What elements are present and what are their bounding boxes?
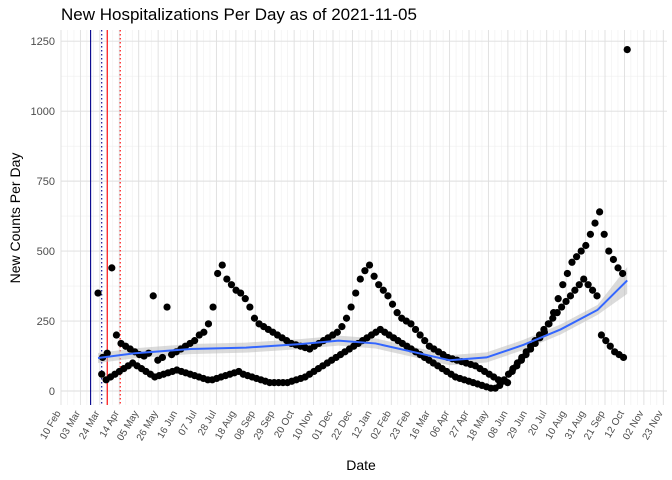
- data-point: [333, 328, 341, 336]
- x-axis-label: Date: [346, 457, 376, 473]
- data-point: [103, 349, 111, 357]
- data-point: [342, 314, 351, 322]
- data-point: [602, 337, 610, 345]
- data-point: [223, 275, 231, 283]
- data-point: [416, 331, 424, 339]
- data-point: [544, 320, 552, 328]
- data-point: [593, 292, 601, 300]
- data-point: [591, 219, 599, 227]
- data-point: [619, 353, 628, 362]
- data-point: [365, 261, 374, 269]
- data-point: [108, 264, 116, 272]
- data-point: [209, 303, 217, 311]
- x-tick-label: 07 Jul: [177, 409, 200, 438]
- data-point: [370, 272, 378, 280]
- data-point: [554, 295, 562, 303]
- data-point: [513, 359, 521, 367]
- data-point: [384, 292, 392, 300]
- data-point: [98, 370, 106, 378]
- data-point: [582, 241, 590, 250]
- data-point: [356, 275, 364, 283]
- data-point: [553, 309, 561, 317]
- y-tick-label: 1250: [31, 36, 55, 48]
- trend-line: [97, 279, 628, 362]
- smooth-line: [97, 279, 628, 362]
- y-tick-label: 1000: [31, 106, 55, 118]
- data-point: [246, 303, 254, 311]
- data-point: [200, 328, 208, 336]
- data-point: [588, 286, 597, 294]
- data-point: [375, 281, 383, 289]
- y-tick-label: 750: [37, 176, 55, 188]
- data-point: [577, 247, 585, 255]
- data-point: [586, 230, 595, 238]
- x-tick-label: 24 Mar: [77, 408, 102, 441]
- data-point: [596, 208, 604, 216]
- data-point: [393, 309, 401, 317]
- data-point: [559, 281, 567, 289]
- data-point: [227, 281, 236, 289]
- data-point: [571, 286, 579, 294]
- data-point: [149, 292, 157, 300]
- data-point: [623, 45, 631, 54]
- data-point: [191, 337, 199, 345]
- data-point: [379, 286, 387, 294]
- y-tick-label: 0: [49, 386, 55, 398]
- data-point: [218, 261, 226, 269]
- data-point: [619, 269, 627, 278]
- data-point: [527, 342, 535, 350]
- y-tick-label: 250: [37, 316, 55, 328]
- data-point: [558, 303, 566, 311]
- data-point: [562, 297, 570, 306]
- data-point: [614, 264, 622, 272]
- data-point: [250, 314, 259, 322]
- data-point: [572, 253, 581, 261]
- data-point: [606, 342, 614, 350]
- data-point: [500, 376, 508, 384]
- data-point: [496, 381, 504, 390]
- data-point: [605, 247, 613, 255]
- data-point: [568, 258, 576, 266]
- data-point: [584, 281, 592, 289]
- data-point: [112, 331, 121, 339]
- data-point: [361, 267, 369, 275]
- data-point: [411, 325, 420, 334]
- data-point: [580, 275, 588, 283]
- y-axis-label: New Counts Per Day: [7, 153, 23, 284]
- data-point: [407, 320, 415, 328]
- data-point: [158, 353, 167, 362]
- data-point: [549, 314, 557, 322]
- data-point: [347, 303, 355, 311]
- data-point: [237, 289, 245, 297]
- data-point: [204, 320, 213, 328]
- data-point: [241, 295, 249, 303]
- data-points: [94, 45, 631, 392]
- data-point: [421, 337, 429, 345]
- data-point: [600, 230, 608, 238]
- data-point: [563, 269, 571, 278]
- data-point: [94, 289, 102, 297]
- data-point: [609, 255, 618, 264]
- minor-gridlines: [61, 30, 667, 405]
- data-point: [522, 348, 530, 356]
- y-tick-label: 500: [37, 246, 55, 258]
- data-point: [566, 292, 575, 300]
- data-point: [163, 303, 171, 311]
- data-point: [338, 323, 346, 331]
- data-point: [509, 365, 517, 373]
- chart-title: New Hospitalizations Per Day as of 2021-…: [61, 5, 417, 24]
- data-point: [540, 325, 548, 334]
- data-point: [352, 289, 360, 297]
- y-tick-labels: 0 250 500 750 1000 1250: [31, 36, 55, 398]
- data-point: [504, 370, 513, 378]
- data-point: [575, 281, 583, 289]
- data-point: [518, 353, 526, 362]
- data-point: [214, 269, 222, 278]
- reference-lines: [90, 30, 121, 405]
- data-point: [388, 300, 397, 308]
- x-tick-label: 16 Mar: [408, 408, 433, 441]
- data-point: [597, 331, 606, 339]
